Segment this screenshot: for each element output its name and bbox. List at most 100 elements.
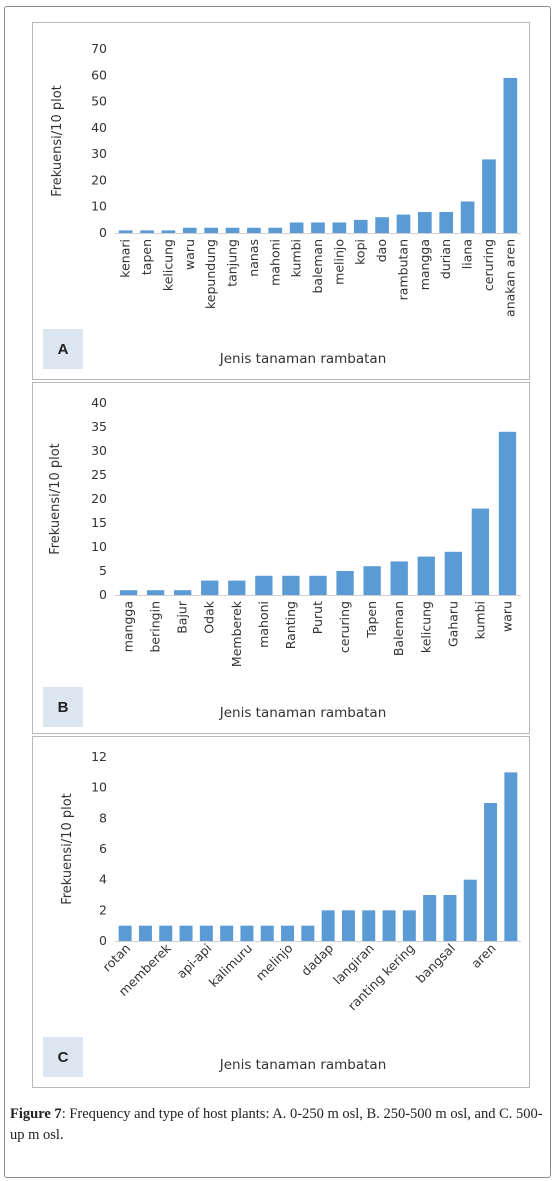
bar: [281, 925, 295, 941]
bar: [396, 214, 411, 233]
x-tick-label: kepundung: [203, 239, 218, 309]
x-tick-label: mahoni: [267, 239, 282, 286]
x-tick-label: liana: [460, 239, 475, 269]
bar: [443, 895, 457, 941]
bar: [138, 925, 152, 941]
x-tick-label: mangga: [121, 601, 136, 652]
bar: [484, 803, 498, 941]
bar: [439, 211, 454, 233]
bar: [174, 590, 192, 595]
y-tick-label: 10: [91, 199, 107, 214]
bar: [225, 227, 240, 233]
y-tick-label: 20: [91, 491, 107, 506]
chart-b-svg: 0 5 10 15 20 25 30 35 40 mangga beringin Bajur Odak M…: [48, 395, 521, 721]
bar: [199, 925, 213, 941]
bar: [240, 925, 254, 941]
bar: [332, 222, 347, 233]
panel-label-c: C: [43, 1037, 83, 1077]
x-tick-label: kelicung: [418, 601, 433, 653]
bar: [418, 211, 432, 233]
y-tick-label: 40: [91, 395, 107, 410]
x-tick-label: rambutan: [395, 239, 410, 300]
bar: [282, 575, 300, 595]
x-tick-label: waru: [499, 601, 514, 632]
bar: [375, 217, 389, 233]
bar: [119, 590, 138, 595]
bar: [382, 910, 396, 941]
x-tick-label: Purut: [310, 601, 325, 634]
x-tick-label: tanjung: [225, 239, 240, 287]
x-tick-label: kelicung: [160, 239, 175, 291]
y-tick-label: 10: [91, 539, 107, 554]
x-tick-label: ceruring: [481, 239, 496, 291]
bar: [179, 925, 193, 941]
chart-panel-b: 0 5 10 15 20 25 30 35 40 mangga beringin Bajur Odak M…: [32, 382, 530, 734]
y-tick-label: 20: [91, 172, 107, 187]
y-tick-label: 35: [91, 419, 107, 434]
y-axis-title: Frekuensi/10 plot: [60, 793, 75, 905]
x-axis-title: Jenis tanaman rambatan: [219, 1057, 387, 1073]
bar: [362, 910, 376, 941]
bar: [204, 227, 218, 233]
x-tick-label: melinjo: [331, 239, 346, 285]
x-tick-label: beringin: [148, 601, 163, 653]
x-tick-label: dadap: [298, 940, 336, 978]
bar: [463, 879, 477, 941]
bar: [182, 227, 197, 233]
x-tick-label: kumbi: [289, 239, 304, 277]
figure-frame: [4, 6, 551, 1178]
x-tick-label: mangga: [417, 239, 432, 290]
chart-panel-a: 0 10 20 30 40 50 60 70 kenari tapen kelicung waru ke…: [32, 22, 530, 380]
x-tick-label: Bajur: [175, 600, 190, 634]
bar: [460, 201, 475, 233]
x-tick-label: Ranting: [283, 601, 298, 649]
bar: [140, 230, 154, 233]
bar: [301, 925, 315, 941]
x-tick-label: dao: [374, 239, 389, 262]
x-axis-title: Jenis tanaman rambatan: [219, 351, 387, 367]
bar: [341, 910, 355, 941]
x-tick-label: kalimuru: [206, 941, 255, 990]
bar: [228, 580, 246, 595]
bar: [417, 556, 435, 595]
x-tick-label: bangsal: [413, 941, 458, 986]
bar: [471, 508, 490, 595]
bar: [498, 431, 517, 595]
x-tick-label: Memberek: [229, 600, 244, 667]
x-tick-label: baleman: [310, 239, 325, 294]
bar: [260, 925, 274, 941]
bar: [118, 230, 133, 233]
caption-label: Figure 7: [10, 1106, 62, 1122]
x-tick-label: mahoni: [256, 601, 271, 648]
bar: [353, 219, 368, 233]
x-tick-label: kopi: [353, 239, 368, 265]
x-tick-label: kenari: [118, 239, 133, 278]
y-tick-label: 70: [91, 41, 107, 56]
chart-panel-c: 0 2 4 6 8 10 12 rotan memberek api-api kalimuru mel…: [32, 736, 530, 1088]
x-tick-label: tapen: [139, 239, 154, 275]
y-tick-label: 0: [99, 225, 107, 240]
bar: [503, 77, 518, 233]
x-tick-label: Gaharu: [445, 601, 460, 647]
bar: [336, 571, 354, 595]
x-axis-title: Jenis tanaman rambatan: [219, 705, 387, 721]
panel-label-b: B: [43, 687, 83, 727]
y-axis-title: Frekuensi/10 plot: [50, 85, 65, 197]
y-tick-label: 0: [99, 587, 107, 602]
y-tick-label: 25: [91, 467, 107, 482]
y-tick-label: 6: [99, 841, 107, 856]
chart-a-svg: 0 10 20 30 40 50 60 70 kenari tapen kelicung waru ke…: [50, 41, 521, 367]
x-tick-label: melinjo: [253, 941, 296, 984]
bar: [247, 227, 261, 233]
y-tick-label: 10: [91, 780, 107, 795]
bar: [402, 910, 416, 941]
y-tick-label: 60: [91, 67, 107, 82]
bar: [118, 925, 132, 941]
caption-text: : Frequency and type of host plants: A. …: [10, 1106, 543, 1143]
bar: [309, 575, 327, 595]
bar: [146, 590, 165, 595]
y-tick-label: 0: [99, 933, 107, 948]
y-tick-label: 40: [91, 120, 107, 135]
y-tick-label: 30: [91, 443, 107, 458]
